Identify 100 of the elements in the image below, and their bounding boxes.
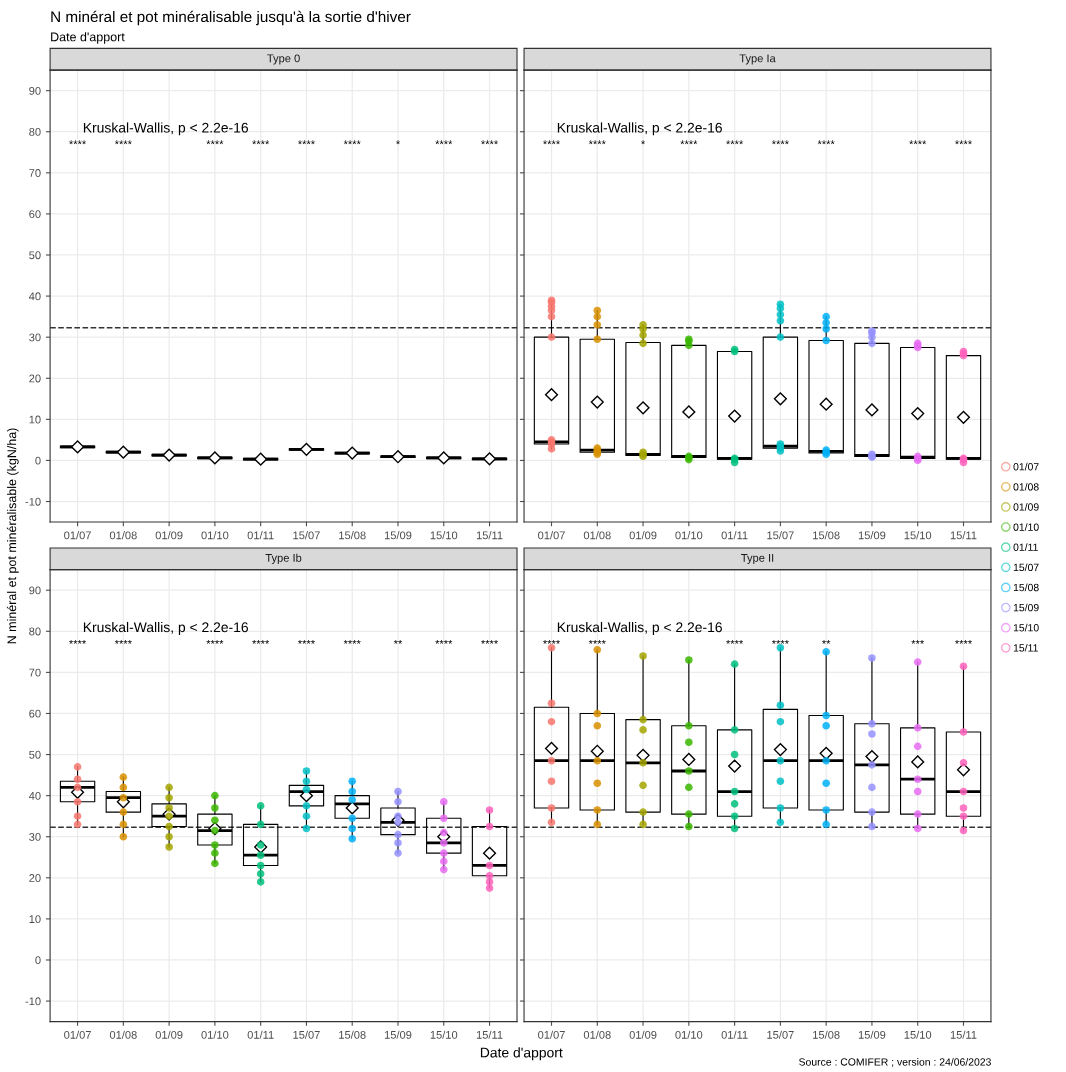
x-tick-label: 01/07 [538, 1030, 565, 1039]
text: **** [206, 140, 224, 145]
y-tick-label: 20 [29, 874, 41, 882]
x-tick-label: 01/07 [64, 531, 91, 540]
x-tick-label: 15/09 [858, 1030, 886, 1039]
x-tick-label: 15/08 [813, 1030, 840, 1039]
text: **** [435, 140, 453, 145]
x-tick-label: 01/09 [629, 1030, 657, 1039]
chart-title: Type Ib [265, 553, 302, 564]
text: **** [297, 639, 315, 644]
y-tick-label: 30 [29, 333, 41, 342]
text: **** [543, 140, 560, 145]
x-tick-label: 01/10 [675, 1030, 703, 1039]
x-tick-label: 15/07 [293, 531, 320, 540]
x-tick-label: 01/09 [155, 1030, 183, 1039]
x-tick-label: 15/07 [293, 1030, 320, 1039]
y-tick-label: 80 [29, 128, 41, 136]
y-tick-label: 60 [29, 709, 41, 718]
x-tick-label: 01/07 [64, 1030, 91, 1039]
x-tick-label: 01/11 [721, 531, 748, 540]
x-tick-label: 01/10 [201, 1030, 229, 1039]
x-tick-label: 15/11 [950, 1030, 977, 1039]
annotation: Kruskal-Wallis, p < 2.2e-16 [557, 122, 722, 136]
x-tick-label: 01/08 [109, 1030, 137, 1039]
text: N minéral et pot minéralisable jusqu'à la sortie d'hiver [51, 10, 411, 26]
text: **** [69, 140, 87, 145]
y-tick-label: -10 [25, 997, 41, 1006]
legend-label: 15/09 [1013, 603, 1039, 612]
legend-label: 01/07 [1013, 462, 1039, 471]
text: ** [822, 639, 831, 644]
y-tick-label: 90 [29, 586, 41, 595]
legend-label: 01/10 [1013, 523, 1039, 531]
text: **** [543, 639, 560, 644]
y-tick-label: 60 [29, 210, 41, 219]
legend-label: 15/11 [1013, 643, 1038, 652]
y-tick-label: 0 [35, 456, 41, 465]
text: * [641, 140, 646, 145]
text: **** [252, 639, 270, 644]
y-tick-label: 0 [35, 956, 41, 965]
text: **** [588, 639, 606, 644]
chart-title: Type Ia [739, 54, 776, 65]
y-tick-label: 40 [28, 292, 41, 301]
text: **** [909, 140, 927, 145]
y-tick-label: 40 [28, 791, 41, 800]
text: **** [252, 140, 270, 145]
text: *** [911, 639, 925, 644]
y-tick-label: 10 [29, 415, 41, 424]
source-note: Source : COMIFER ; version : 24/06/2023 [799, 1058, 991, 1067]
x-tick-label: 01/07 [538, 531, 565, 540]
y-tick-label: 70 [29, 169, 41, 177]
text: ** [393, 639, 403, 644]
text: **** [343, 639, 361, 644]
text: **** [588, 140, 606, 145]
y-tick-label: 20 [29, 374, 41, 383]
text: **** [343, 140, 361, 145]
text: **** [771, 639, 789, 644]
x-tick-label: 15/09 [858, 531, 886, 540]
legend-label: 01/08 [1013, 482, 1039, 491]
x-axis-title: Date d'apport [480, 1047, 563, 1061]
text: **** [481, 639, 499, 644]
legend-label: 15/10 [1013, 623, 1039, 632]
y-tick-label: 80 [29, 627, 41, 636]
y-tick-label: -10 [25, 497, 41, 506]
y-tick-label: 50 [29, 251, 41, 260]
x-tick-label: 15/07 [767, 531, 794, 540]
x-tick-label: 15/11 [476, 1030, 503, 1039]
x-tick-label: 15/10 [904, 531, 932, 540]
text: * [396, 140, 400, 145]
x-tick-label: 15/10 [430, 531, 458, 540]
x-tick-label: 15/08 [813, 531, 840, 540]
x-tick-label: 01/08 [583, 531, 611, 540]
x-tick-label: 15/09 [384, 1030, 412, 1039]
text: Date d'apport [51, 32, 125, 44]
annotation: Kruskal-Wallis, p < 2.2e-16 [557, 621, 722, 635]
y-tick-label: 90 [29, 86, 41, 95]
legend-label: 01/11 [1013, 543, 1038, 551]
chart-title: Type 0 [267, 54, 300, 65]
text: **** [114, 140, 132, 145]
x-tick-label: 01/10 [201, 531, 229, 540]
x-tick-label: 01/09 [629, 531, 657, 540]
text: **** [726, 639, 744, 644]
text: **** [817, 140, 835, 145]
annotation: Kruskal-Wallis, p < 2.2e-16 [83, 621, 248, 635]
chart-title: Type II [741, 554, 774, 564]
text: **** [771, 140, 789, 145]
y-tick-label: 70 [29, 668, 41, 677]
annotation: Kruskal-Wallis, p < 2.2e-16 [83, 122, 248, 136]
text: **** [206, 639, 224, 644]
x-tick-label: 15/08 [339, 531, 366, 540]
x-tick-label: 15/08 [339, 1030, 366, 1039]
y-tick-label: 10 [29, 915, 41, 924]
text: **** [481, 140, 499, 145]
text: **** [680, 140, 698, 145]
legend-label: 01/09 [1013, 503, 1039, 511]
x-tick-label: 15/10 [904, 1030, 932, 1039]
text: **** [297, 140, 315, 145]
x-tick-label: 01/09 [155, 531, 183, 540]
text: **** [69, 639, 87, 644]
x-tick-label: 15/10 [430, 1030, 458, 1039]
text: **** [114, 639, 132, 644]
